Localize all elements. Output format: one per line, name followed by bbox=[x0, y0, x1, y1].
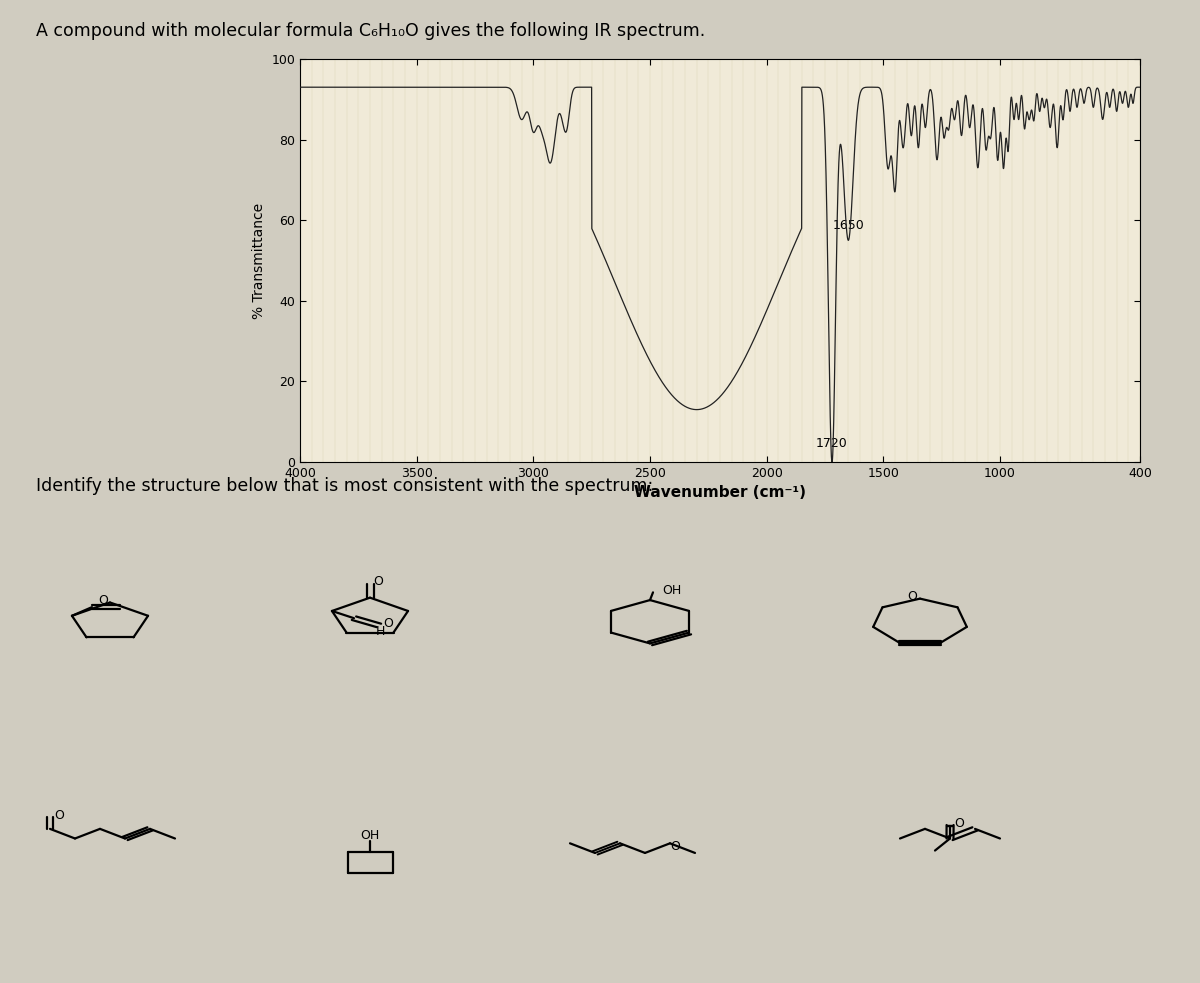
Text: O: O bbox=[954, 817, 964, 830]
Y-axis label: % Transmittance: % Transmittance bbox=[252, 202, 265, 318]
Text: Identify the structure below that is most consistent with the spectrum:: Identify the structure below that is mos… bbox=[36, 477, 653, 494]
Text: O: O bbox=[98, 594, 108, 607]
Text: OH: OH bbox=[662, 584, 682, 597]
Text: O: O bbox=[383, 616, 392, 629]
Text: OH: OH bbox=[360, 830, 379, 842]
Text: O: O bbox=[670, 840, 680, 853]
X-axis label: Wavenumber (cm⁻¹): Wavenumber (cm⁻¹) bbox=[634, 486, 806, 500]
Text: 1720: 1720 bbox=[816, 436, 848, 450]
Text: O: O bbox=[373, 575, 383, 588]
Text: 1650: 1650 bbox=[833, 219, 864, 232]
Text: A compound with molecular formula C₆H₁₀O gives the following IR spectrum.: A compound with molecular formula C₆H₁₀O… bbox=[36, 22, 706, 39]
Text: O: O bbox=[54, 809, 64, 822]
Text: O: O bbox=[907, 590, 917, 603]
Text: H: H bbox=[376, 625, 385, 638]
